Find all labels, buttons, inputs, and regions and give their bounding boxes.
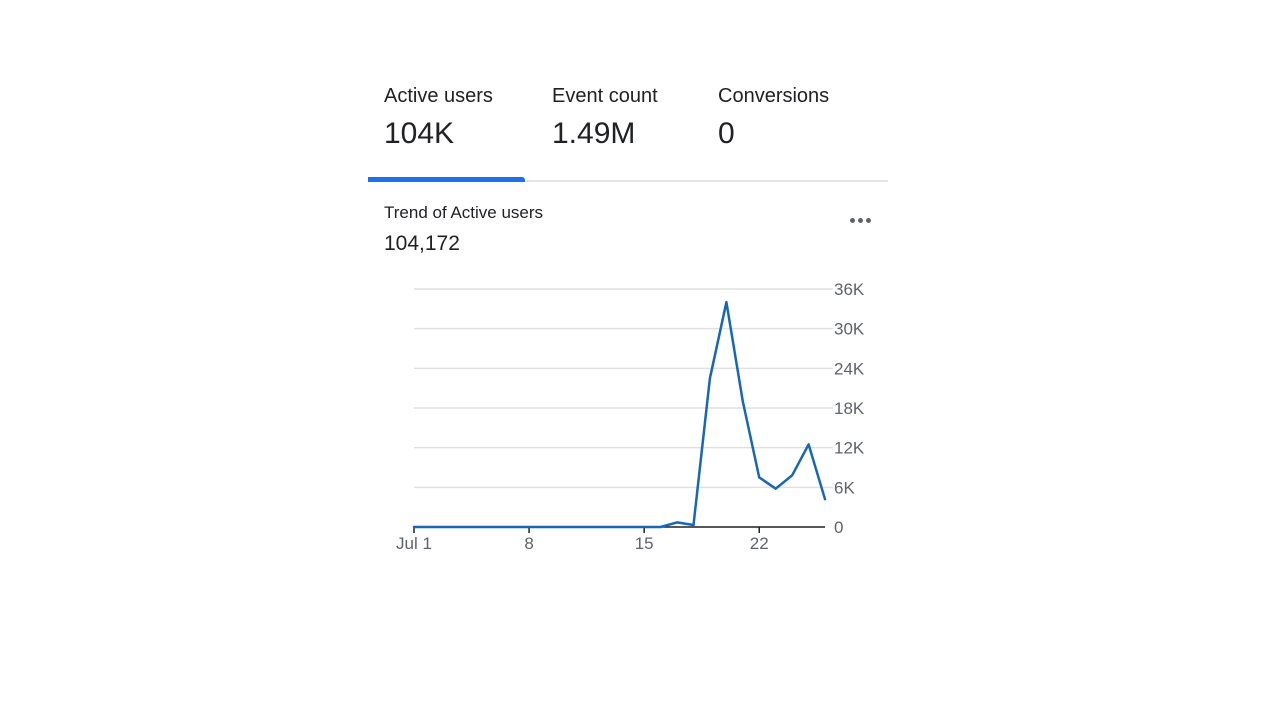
tab-conversions[interactable]: Conversions 0 xyxy=(718,84,829,152)
tab-label: Active users xyxy=(384,85,493,107)
trend-total: 104,172 xyxy=(384,232,460,255)
active-tab-indicator xyxy=(368,177,525,182)
tab-active-users[interactable]: Active users 104K xyxy=(384,84,493,152)
tab-label: Conversions xyxy=(718,85,830,107)
tab-value: 104K xyxy=(384,117,455,150)
x-tick-label: 8 xyxy=(524,534,533,553)
y-tick-label: 18K xyxy=(834,399,865,418)
y-tick-label: 0 xyxy=(834,518,843,537)
x-tick-label: 15 xyxy=(635,534,654,553)
y-tick-label: 6K xyxy=(834,478,855,497)
tab-value: 1.49M xyxy=(552,117,636,150)
trend-line-chart: 0 6K 12K 18K 24K 30K 36K Jul 1 8 15 22 xyxy=(396,280,865,553)
x-axis-ticks: Jul 1 8 15 22 xyxy=(396,527,769,553)
trend-title: Trend of Active users xyxy=(384,203,544,222)
tab-label: Event count xyxy=(552,85,658,107)
tab-value: 0 xyxy=(718,117,735,150)
y-tick-label: 36K xyxy=(834,280,865,299)
more-horizontal-icon xyxy=(865,217,871,223)
y-tick-label: 12K xyxy=(834,439,865,458)
chart-series xyxy=(412,300,827,529)
more-horizontal-icon xyxy=(857,217,863,223)
analytics-card: Active users 104K Event count 1.49M Conv… xyxy=(368,70,888,570)
x-tick-label: Jul 1 xyxy=(396,534,432,553)
series-line-active-users xyxy=(412,300,827,529)
y-tick-label: 24K xyxy=(834,359,865,378)
x-tick-label: 22 xyxy=(750,534,769,553)
y-axis-ticks: 0 6K 12K 18K 24K 30K 36K xyxy=(834,280,865,537)
tab-event-count[interactable]: Event count 1.49M xyxy=(552,84,658,152)
metric-tabs: Active users 104K Event count 1.49M Conv… xyxy=(368,70,888,182)
more-horizontal-icon xyxy=(849,217,855,223)
more-options-button[interactable] xyxy=(844,208,876,232)
y-tick-label: 30K xyxy=(834,320,865,339)
chart-gridlines xyxy=(414,288,833,489)
